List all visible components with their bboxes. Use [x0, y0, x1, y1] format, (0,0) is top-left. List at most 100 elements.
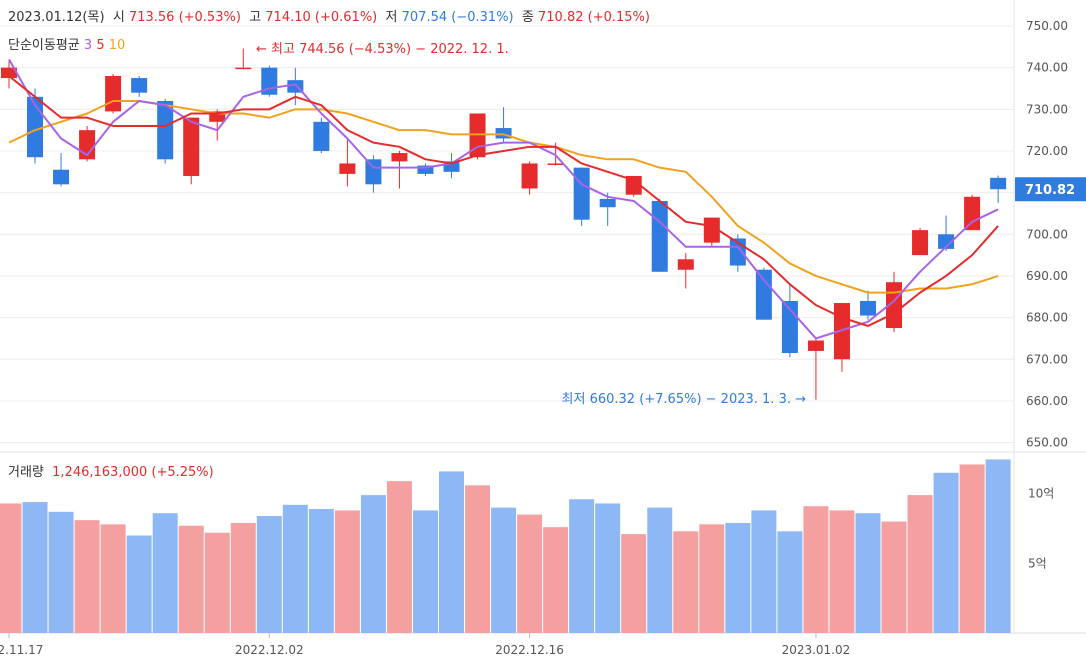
candle-body — [599, 198, 616, 208]
volume-bar — [543, 527, 569, 633]
volume-bar — [256, 515, 282, 633]
volume-bar — [621, 534, 647, 633]
price-tick-label: 700.00 — [1026, 227, 1068, 241]
low-label: 저 — [385, 10, 398, 25]
volume-bar — [933, 472, 959, 633]
volume-bar — [282, 504, 308, 633]
candle-body — [27, 96, 44, 158]
candle-body — [651, 200, 668, 272]
ma-legend[interactable]: 단순이동평균 3 5 10 — [8, 34, 125, 53]
volume-bar — [204, 532, 230, 633]
header-date: 2023.01.12(목) — [8, 10, 105, 25]
volume-bar — [855, 513, 881, 633]
volume-bar — [491, 507, 517, 633]
moving-average-lines — [8, 58, 999, 340]
open-label: 시 — [112, 10, 125, 25]
ma3-line — [8, 58, 999, 340]
open-value: 713.56 — [128, 10, 175, 25]
volume-axis: 10억 5억 — [1028, 487, 1054, 571]
high-annotation: ← 최고 744.56 (−4.53%) − 2022. 12. 1. — [256, 42, 509, 57]
price-tick-label: 730.00 — [1026, 102, 1068, 116]
price-tick-label: 690.00 — [1026, 269, 1068, 283]
volume-bar — [699, 524, 725, 633]
close-value: 710.82 — [538, 10, 584, 25]
volume-bar — [412, 510, 438, 633]
candlesticks — [1, 48, 1007, 400]
date-axis: 2022.11.17 2022.12.02 2022.12.16 2023.01.02 — [0, 633, 850, 657]
ma-legend-label: 단순이동평균 — [8, 38, 80, 53]
price-tag: 710.82 — [1015, 177, 1086, 202]
candle-body — [703, 217, 720, 243]
volume-bar — [230, 522, 256, 633]
volume-bar — [751, 510, 777, 633]
candle-body — [573, 167, 590, 220]
ma-legend-3: 3 — [83, 38, 93, 53]
volume-bar — [74, 520, 100, 633]
candle-body — [391, 153, 408, 162]
volume-bar — [647, 507, 673, 633]
candle-body — [339, 163, 356, 174]
ohlc-header: 2023.01.12(목) 시 713.56 (+0.53%) 고 714.10… — [8, 6, 650, 25]
volume-bar — [178, 525, 204, 633]
ma5-line — [8, 75, 999, 327]
volume-bar — [360, 495, 386, 633]
volume-bar — [595, 503, 621, 633]
candle-body — [521, 163, 538, 189]
candle-body — [209, 111, 226, 122]
price-tick-label: 750.00 — [1026, 19, 1068, 33]
high-label: 고 — [249, 10, 262, 25]
volume-bar — [22, 502, 48, 633]
candle-body — [912, 230, 929, 256]
candle-body — [990, 177, 1007, 190]
candle-body — [313, 121, 330, 151]
volume-bar — [829, 510, 855, 633]
candle-body — [1, 67, 17, 79]
candle-body — [886, 282, 903, 329]
close-label: 종 — [521, 10, 534, 25]
low-value: 707.54 — [401, 10, 448, 25]
close-change: (+0.15%) — [587, 10, 650, 25]
volume-bar — [985, 459, 1011, 633]
volume-bar — [803, 506, 829, 633]
volume-bar — [881, 521, 907, 633]
candle-body — [938, 234, 955, 249]
low-annotation: 최저 660.32 (+7.65%) − 2023. 1. 3. → — [562, 392, 807, 407]
volume-tick-label: 10억 — [1028, 487, 1054, 501]
volume-bar — [569, 499, 595, 633]
low-change: (−0.31%) — [451, 10, 514, 25]
price-grid — [0, 25, 1014, 444]
volume-bar — [386, 481, 412, 633]
high-value: 714.10 — [265, 10, 311, 25]
volume-bar — [0, 503, 22, 633]
volume-bar — [126, 535, 152, 633]
price-axis: 750.00740.00730.00720.00710.00700.00690.… — [1026, 19, 1068, 450]
volume-legend[interactable]: 거래량 1,246,163,000 (+5.25%) — [8, 461, 214, 480]
high-change: (+0.61%) — [314, 10, 378, 25]
volume-bar — [907, 495, 933, 633]
candle-body — [235, 67, 252, 70]
candle-body — [183, 117, 200, 176]
volume-bar — [959, 464, 985, 633]
volume-bar — [100, 524, 126, 633]
ma10-line — [8, 99, 999, 294]
ma-legend-5: 5 — [96, 38, 105, 53]
date-tick-label: 2022.12.02 — [235, 643, 304, 657]
candle-body — [417, 165, 434, 174]
candle-body — [964, 196, 981, 231]
candle-body — [443, 161, 460, 172]
volume-bar — [777, 531, 803, 633]
candle-body — [859, 300, 876, 316]
price-tick-label: 650.00 — [1026, 436, 1068, 450]
volume-bar — [152, 513, 178, 633]
open-change: (+0.53%) — [178, 10, 241, 25]
candle-body — [157, 100, 174, 160]
date-tick-label: 2022.11.17 — [0, 643, 43, 657]
volume-legend-label: 거래량 — [8, 465, 44, 480]
price-tick-label: 660.00 — [1026, 394, 1068, 408]
price-tag-value: 710.82 — [1025, 183, 1075, 198]
candle-body — [677, 259, 694, 270]
volume-bar — [334, 510, 360, 633]
volume-bar — [439, 471, 465, 633]
date-tick-label: 2023.01.02 — [782, 643, 851, 657]
